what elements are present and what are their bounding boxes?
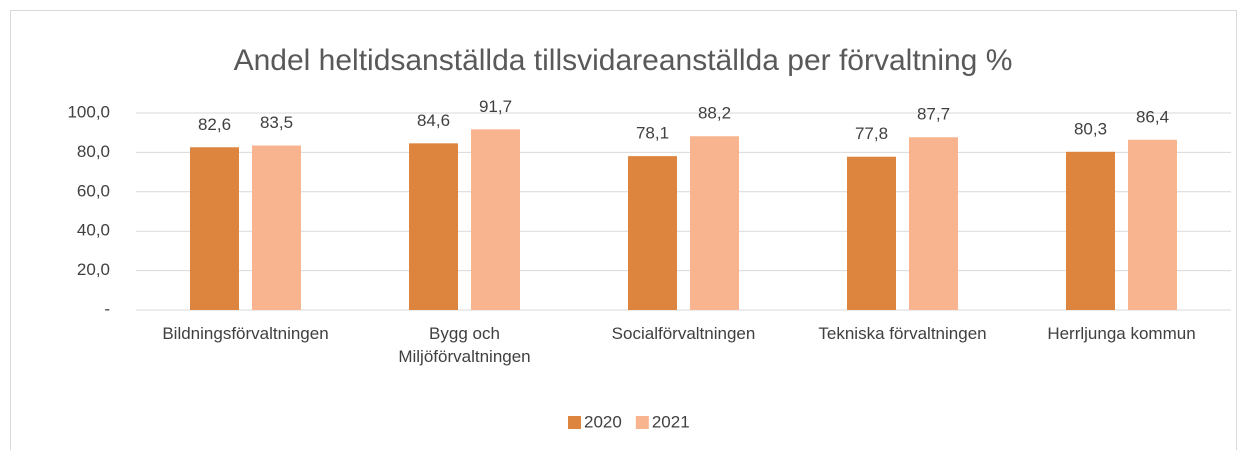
y-tick-label: 60,0	[77, 181, 110, 200]
x-tick-label: Tekniska förvaltningen	[818, 324, 987, 343]
bar	[252, 145, 301, 310]
value-label: 84,6	[417, 111, 450, 130]
chart-title: Andel heltidsanställda tillsvidareanstäl…	[234, 44, 1013, 77]
value-label: 82,6	[198, 115, 231, 134]
bar	[409, 143, 458, 310]
legend-swatch	[568, 416, 581, 429]
value-label: 87,7	[917, 105, 950, 124]
value-label: 77,8	[855, 124, 888, 143]
value-label: 86,4	[1136, 107, 1169, 126]
x-tick-label-box: Bildningsförvaltningen	[161, 322, 331, 345]
y-tick-label: 20,0	[77, 260, 110, 279]
value-label: 83,5	[260, 113, 293, 132]
x-tick-label: Bildningsförvaltningen	[162, 324, 329, 343]
y-tick-label: 40,0	[77, 221, 110, 240]
x-tick-label-box: Bygg och Miljöförvaltningen	[380, 322, 550, 368]
bar	[1128, 139, 1177, 310]
y-tick-label: -	[104, 299, 110, 318]
bar	[628, 156, 677, 310]
x-tick-label-box: Socialförvaltningen	[599, 322, 769, 345]
x-tick-label: Socialförvaltningen	[611, 324, 756, 343]
legend-label: 2021	[652, 412, 690, 431]
value-label: 78,1	[636, 124, 669, 143]
bar	[471, 129, 520, 310]
x-tick-label-box: Herrljunga kommun	[1037, 322, 1207, 345]
value-label: 80,3	[1074, 119, 1107, 138]
bar	[909, 137, 958, 310]
y-tick-label: 80,0	[77, 142, 110, 161]
chart-border	[10, 10, 1237, 450]
legend-label: 2020	[584, 412, 622, 431]
bar	[847, 156, 896, 310]
bar	[690, 136, 739, 310]
bar	[190, 147, 239, 310]
x-tick-label: Herrljunga kommun	[1047, 324, 1196, 343]
x-tick-label: Bygg och Miljöförvaltningen	[398, 324, 531, 366]
y-tick-label: 100,0	[67, 102, 110, 121]
legend-swatch	[635, 416, 649, 429]
x-tick-label-box: Tekniska förvaltningen	[818, 322, 988, 345]
bar	[1066, 151, 1115, 310]
value-label: 91,7	[479, 97, 512, 116]
value-label: 88,2	[698, 104, 731, 123]
